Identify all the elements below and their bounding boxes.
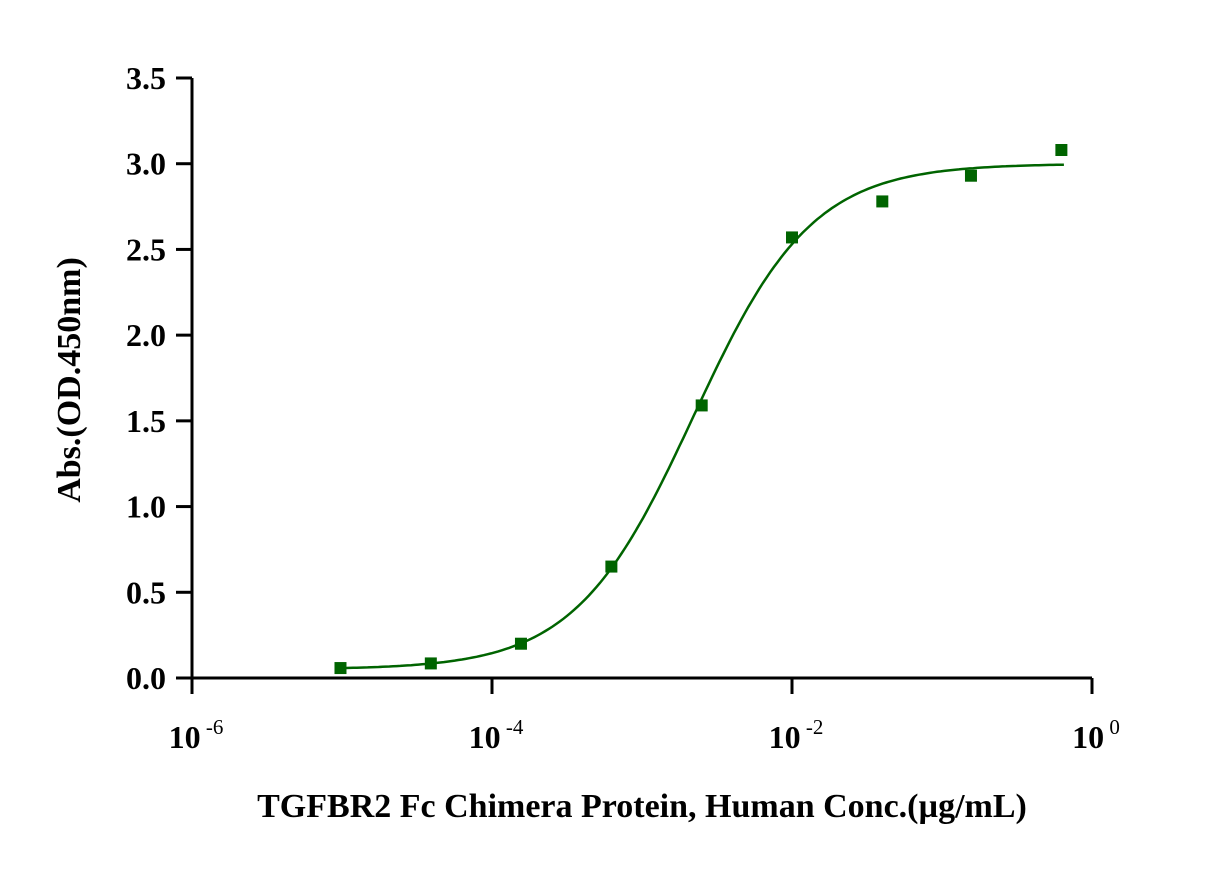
data-point xyxy=(514,637,527,650)
x-tick-label: 10 -4 xyxy=(469,715,524,755)
x-tick-exponent: -4 xyxy=(501,715,524,739)
x-tick-label: 10 0 xyxy=(1072,715,1120,755)
x-tick-base: 10 xyxy=(469,719,501,755)
y-tick-label: 0.5 xyxy=(126,574,166,610)
data-point xyxy=(424,657,437,670)
x-tick-exponent: 0 xyxy=(1104,715,1120,739)
y-ticks: 0.0 0.5 1.0 1.5 2.0 2.5 3.0 3.5 xyxy=(126,60,192,696)
x-tick-exponent: -6 xyxy=(201,715,224,739)
data-point xyxy=(786,231,798,244)
x-tick-exponent: -2 xyxy=(801,715,824,739)
data-point xyxy=(605,560,618,573)
y-tick-label: 1.5 xyxy=(126,403,166,439)
x-tick-base: 10 xyxy=(169,719,201,755)
axes xyxy=(190,78,1092,680)
y-tick-label: 3.0 xyxy=(126,146,166,182)
data-point xyxy=(695,399,708,412)
y-tick-label: 2.0 xyxy=(126,317,166,353)
x-tick-label: 10 -2 xyxy=(769,715,824,755)
x-tick-label: 10 -6 xyxy=(169,715,224,755)
y-tick-label: 2.5 xyxy=(126,231,166,267)
x-tick-base: 10 xyxy=(1072,719,1104,755)
x-tick-base: 10 xyxy=(769,719,801,755)
fit-curve xyxy=(338,163,1064,670)
data-points xyxy=(334,144,1068,675)
y-tick-label: 0.0 xyxy=(126,660,166,696)
data-point xyxy=(964,169,977,182)
data-point xyxy=(1055,144,1068,156)
y-tick-label: 1.0 xyxy=(126,489,166,525)
data-point xyxy=(876,195,889,208)
y-tick-label: 3.5 xyxy=(126,60,166,96)
y-axis-label: Abs.(OD.450nm) xyxy=(51,257,88,503)
x-ticks: 10 -6 10 -4 10 -2 10 0 xyxy=(169,678,1120,755)
x-axis-label: TGFBR2 Fc Chimera Protein, Human Conc.(µ… xyxy=(257,788,1027,825)
data-point xyxy=(334,662,347,675)
